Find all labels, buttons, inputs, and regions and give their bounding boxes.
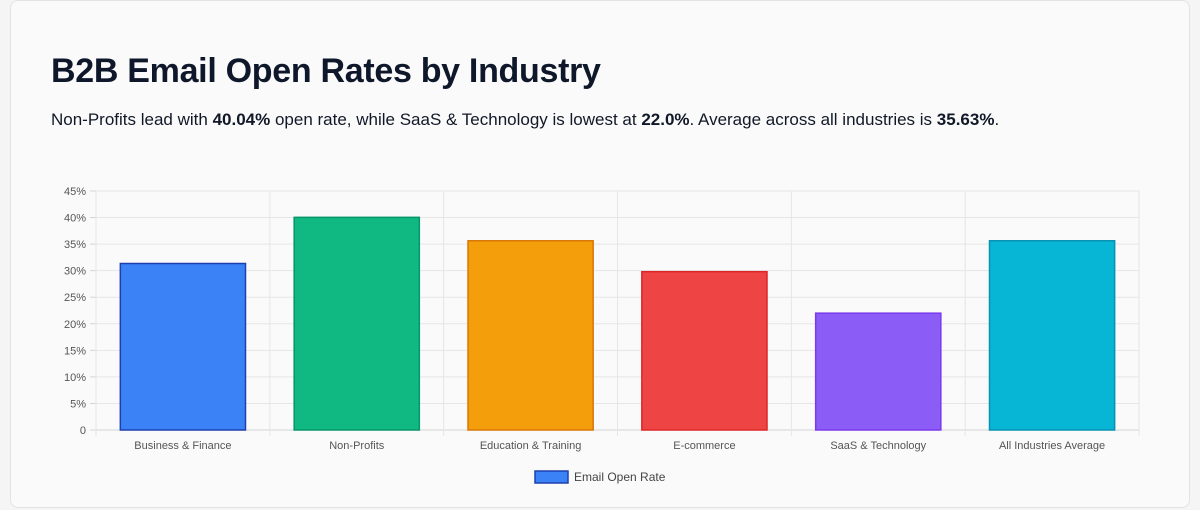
- subtitle-text-2: open rate, while SaaS & Technology is lo…: [270, 110, 642, 129]
- y-tick-label: 15%: [64, 345, 86, 357]
- x-tick-label: All Industries Average: [999, 440, 1105, 452]
- bar[interactable]: [467, 240, 594, 431]
- y-tick-label: 10%: [64, 372, 86, 384]
- y-tick-label: 0: [80, 425, 86, 437]
- average-rate-value: 35.63%: [936, 110, 995, 129]
- chart-bars: [119, 216, 1116, 431]
- x-tick-label: Non-Profits: [329, 440, 385, 452]
- subtitle-text-3: . Average across all industries is: [689, 110, 937, 129]
- legend-label: Email Open Rate: [574, 470, 666, 484]
- x-tick-label: Business & Finance: [134, 440, 231, 452]
- y-tick-label: 20%: [64, 319, 86, 331]
- chart-title: B2B Email Open Rates by Industry: [51, 52, 601, 90]
- bar[interactable]: [119, 262, 247, 431]
- x-tick-label: E-commerce: [673, 440, 735, 452]
- y-tick-label: 35%: [64, 239, 86, 251]
- x-axis-ticks: Business & Finance Non-Profits Education &…: [134, 440, 1105, 452]
- x-tick-label: Education & Training: [480, 440, 582, 452]
- y-tick-label: 5%: [70, 398, 86, 410]
- bar[interactable]: [988, 240, 1116, 431]
- chart-grid: [90, 190, 1140, 436]
- bar[interactable]: [814, 312, 942, 431]
- top-rate-value: 40.04%: [212, 110, 271, 129]
- y-tick-label: 30%: [64, 266, 86, 278]
- y-tick-label: 25%: [64, 292, 86, 304]
- lowest-rate-value: 22.0%: [641, 110, 690, 129]
- x-tick-label: SaaS & Technology: [830, 440, 926, 452]
- subtitle-text-1: Non-Profits lead with: [51, 110, 213, 129]
- bar[interactable]: [293, 216, 421, 431]
- y-tick-label: 40%: [64, 213, 86, 225]
- bar[interactable]: [641, 270, 768, 431]
- chart-subtitle: Non-Profits lead with 40.04% open rate, …: [51, 110, 999, 130]
- y-axis-ticks: 0 5% 10% 15% 20% 25% 30% 35% 40% 45%: [64, 186, 86, 437]
- y-tick-label: 45%: [64, 186, 86, 198]
- legend-swatch: [534, 470, 569, 484]
- chart-legend[interactable]: Email Open Rate: [534, 470, 666, 484]
- subtitle-text-4: .: [994, 110, 1000, 129]
